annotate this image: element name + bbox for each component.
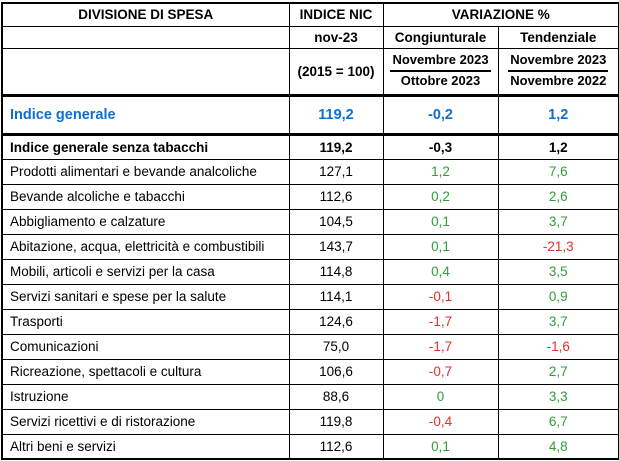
row-index-value: 112,6 [288,183,384,210]
row-tendenziale-value: 6,7 [497,408,619,435]
table-row: Indice generale 119,2 -0,2 1,2 [1,94,619,136]
row-tendenziale-value: 2,7 [497,358,619,385]
row-tendenziale-value: 3,7 [497,308,619,335]
table-row: Ricreazione, spettacoli e cultura 106,6 … [1,358,619,385]
row-label: Bevande alcoliche e tabacchi [1,183,290,210]
row-tendenziale-value: 2,6 [497,183,619,210]
congiunturale-fraction: Novembre 2023 Ottobre 2023 [390,52,491,90]
row-tendenziale-value: 1,2 [497,94,619,136]
row-congiunturale-value: 0,1 [382,233,499,260]
index-base-header: (2015 = 100) [288,47,384,97]
row-index-value: 127,1 [288,158,384,185]
row-tendenziale-value: -1,6 [497,333,619,360]
tendenziale-fraction-denominator: Novembre 2022 [510,73,607,88]
header-row-periods: nov-23 Congiunturale Tendenziale [1,25,619,49]
empty-cell [1,25,290,49]
table-row: Altri beni e servizi 112,6 0,1 4,8 [1,433,619,460]
row-label: Istruzione [1,383,290,410]
row-index-value: 104,5 [288,208,384,235]
row-congiunturale-value: 0 [382,383,499,410]
row-congiunturale-value: -0,4 [382,408,499,435]
row-label: Trasporti [1,308,290,335]
row-label: Indice generale senza tabacchi [1,133,290,160]
row-congiunturale-value: 0,1 [382,208,499,235]
row-congiunturale-value: -0,2 [382,94,499,136]
row-index-value: 124,6 [288,308,384,335]
table-row: Abitazione, acqua, elettricità e combust… [1,233,619,260]
row-label: Mobili, articoli e servizi per la casa [1,258,290,285]
row-congiunturale-value: -0,3 [382,133,499,160]
row-tendenziale-value: 4,8 [497,433,619,460]
row-index-value: 112,6 [288,433,384,460]
empty-cell [1,47,290,97]
table-row: Prodotti alimentari e bevande analcolich… [1,158,619,185]
congiunturale-ratio-header: Novembre 2023 Ottobre 2023 [382,47,499,97]
row-label: Abbigliamento e calzature [1,208,290,235]
table-row: Servizi sanitari e spese per la salute 1… [1,283,619,310]
row-tendenziale-value: 7,6 [497,158,619,185]
row-label: Prodotti alimentari e bevande analcolich… [1,158,290,185]
row-index-value: 114,1 [288,283,384,310]
row-tendenziale-value: -21,3 [497,233,619,260]
row-congiunturale-value: -1,7 [382,308,499,335]
row-congiunturale-value: 1,2 [382,158,499,185]
congiunturale-fraction-numerator: Novembre 2023 [390,52,491,72]
row-index-value: 119,8 [288,408,384,435]
row-congiunturale-value: 0,1 [382,433,499,460]
tendenziale-header: Tendenziale [497,25,619,49]
row-index-value: 75,0 [288,333,384,360]
row-label: Abitazione, acqua, elettricità e combust… [1,233,290,260]
table-row: Mobili, articoli e servizi per la casa 1… [1,258,619,285]
row-tendenziale-value: 1,2 [497,133,619,160]
row-tendenziale-value: 3,5 [497,258,619,285]
row-index-value: 114,8 [288,258,384,285]
row-label: Indice generale [1,94,290,136]
variation-column-header: VARIAZIONE % [382,2,619,27]
index-nic-column-header: INDICE NIC [288,2,384,27]
tendenziale-fraction: Novembre 2023 Novembre 2022 [508,52,609,90]
division-column-header: DIVISIONE DI SPESA [1,2,290,27]
row-congiunturale-value: -1,7 [382,333,499,360]
header-row-base: (2015 = 100) Novembre 2023 Ottobre 2023 … [1,47,619,97]
header-row-titles: DIVISIONE DI SPESA INDICE NIC VARIAZIONE… [1,2,619,27]
row-congiunturale-value: 0,4 [382,258,499,285]
congiunturale-header: Congiunturale [382,25,499,49]
table-body: Indice generale 119,2 -0,2 1,2 Indice ge… [1,94,619,460]
row-index-value: 106,6 [288,358,384,385]
row-label: Servizi ricettivi e di ristorazione [1,408,290,435]
row-index-value: 143,7 [288,233,384,260]
table-row: Istruzione 88,6 0 3,3 [1,383,619,410]
table-row: Indice generale senza tabacchi 119,2 -0,… [1,133,619,160]
row-tendenziale-value: 3,3 [497,383,619,410]
row-label: Ricreazione, spettacoli e cultura [1,358,290,385]
row-tendenziale-value: 0,9 [497,283,619,310]
table-row: Trasporti 124,6 -1,7 3,7 [1,308,619,335]
congiunturale-fraction-denominator: Ottobre 2023 [400,73,481,88]
row-label: Altri beni e servizi [1,433,290,460]
row-congiunturale-value: -0,7 [382,358,499,385]
row-label: Comunicazioni [1,333,290,360]
row-label: Servizi sanitari e spese per la salute [1,283,290,310]
table-row: Abbigliamento e calzature 104,5 0,1 3,7 [1,208,619,235]
row-congiunturale-value: -0,1 [382,283,499,310]
row-index-value: 119,2 [288,133,384,160]
row-index-value: 119,2 [288,94,384,136]
row-index-value: 88,6 [288,383,384,410]
table-row: Comunicazioni 75,0 -1,7 -1,6 [1,333,619,360]
row-tendenziale-value: 3,7 [497,208,619,235]
tendenziale-ratio-header: Novembre 2023 Novembre 2022 [497,47,619,97]
tendenziale-fraction-numerator: Novembre 2023 [508,52,609,72]
row-congiunturale-value: 0,2 [382,183,499,210]
table-row: Servizi ricettivi e di ristorazione 119,… [1,408,619,435]
index-period-header: nov-23 [288,25,384,49]
table-row: Bevande alcoliche e tabacchi 112,6 0,2 2… [1,183,619,210]
